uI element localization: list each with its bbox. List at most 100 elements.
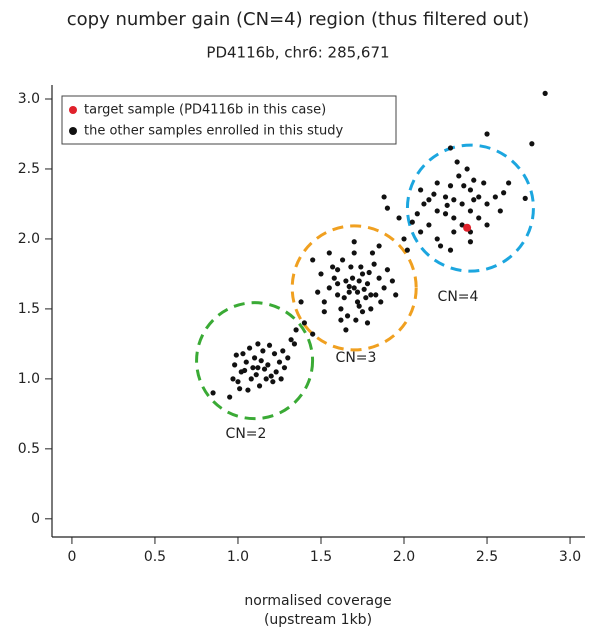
- point: [484, 131, 490, 137]
- point: [291, 341, 298, 347]
- point: [376, 275, 382, 281]
- x-axis-label: (upstream 1kb): [264, 612, 372, 628]
- point: [497, 208, 503, 214]
- point: [476, 194, 482, 200]
- x-axis-label: normalised coverage: [244, 593, 391, 609]
- point: [261, 366, 268, 372]
- point: [242, 367, 248, 374]
- y-tick-label: 1.0: [18, 371, 40, 387]
- point: [369, 250, 376, 256]
- point: [339, 257, 346, 263]
- point: [248, 376, 254, 382]
- point: [364, 281, 371, 287]
- point: [481, 180, 487, 186]
- point: [359, 271, 366, 277]
- point: [268, 373, 274, 379]
- point: [227, 394, 233, 400]
- point: [356, 303, 362, 309]
- point: [484, 222, 490, 228]
- point: [235, 379, 241, 385]
- point: [451, 197, 457, 203]
- point: [321, 309, 327, 315]
- point: [471, 197, 477, 203]
- point: [434, 208, 440, 214]
- point: [330, 264, 336, 270]
- annotation: CN=3: [336, 350, 377, 366]
- point: [418, 229, 424, 235]
- point: [359, 309, 366, 315]
- point: [371, 261, 377, 267]
- point: [368, 306, 374, 312]
- point: [426, 197, 432, 203]
- y-tick-label: 3.0: [18, 91, 40, 107]
- point: [393, 292, 399, 298]
- point: [270, 379, 276, 385]
- point: [542, 90, 548, 96]
- point: [260, 348, 266, 354]
- point: [251, 355, 258, 361]
- legend-marker: [69, 127, 77, 135]
- point: [230, 376, 236, 382]
- point: [301, 320, 307, 326]
- point: [529, 141, 535, 147]
- point: [484, 201, 490, 207]
- point: [442, 194, 449, 200]
- point: [368, 292, 374, 298]
- point: [233, 352, 239, 358]
- point: [454, 159, 460, 165]
- point: [444, 202, 450, 208]
- point: [351, 285, 357, 291]
- point: [338, 317, 344, 323]
- legend-label: the other samples enrolled in this study: [84, 124, 343, 139]
- point: [358, 264, 364, 270]
- point: [381, 194, 387, 200]
- point: [346, 289, 352, 295]
- point: [288, 337, 294, 343]
- y-tick-label: 1.5: [18, 301, 40, 317]
- point: [255, 341, 261, 347]
- point: [310, 331, 316, 337]
- point: [315, 289, 321, 295]
- point: [326, 285, 332, 291]
- point: [364, 320, 371, 326]
- point: [353, 317, 359, 323]
- point: [253, 372, 259, 378]
- y-tick-label: 0: [31, 511, 40, 527]
- point: [467, 187, 474, 193]
- point: [461, 183, 467, 189]
- point: [276, 359, 283, 365]
- point: [396, 215, 402, 221]
- legend-label: target sample (PD4116b in this case): [84, 103, 326, 118]
- point: [354, 299, 361, 305]
- point: [293, 327, 299, 333]
- point: [384, 267, 391, 273]
- point: [334, 281, 341, 287]
- point: [318, 271, 324, 277]
- point: [447, 145, 454, 151]
- point: [341, 295, 347, 301]
- point: [522, 195, 528, 201]
- point: [326, 250, 332, 256]
- cluster-circle: [195, 301, 315, 421]
- point: [280, 348, 286, 354]
- point: [266, 342, 273, 348]
- point: [451, 229, 457, 235]
- point: [258, 358, 264, 364]
- point: [285, 355, 291, 361]
- point: [384, 205, 391, 211]
- chart-title: copy number gain (CN=4) region (thus fil…: [67, 9, 529, 30]
- annotation: CN=2: [226, 426, 267, 442]
- point: [356, 278, 362, 284]
- point: [501, 190, 507, 196]
- point: [321, 299, 327, 305]
- point: [310, 257, 316, 263]
- cluster-circle: [405, 143, 535, 273]
- point: [240, 351, 246, 357]
- point: [281, 365, 288, 371]
- y-tick-label: 2.0: [18, 231, 40, 247]
- point: [437, 243, 444, 249]
- legend-box: [61, 95, 397, 145]
- point: [381, 285, 387, 291]
- point: [349, 275, 356, 281]
